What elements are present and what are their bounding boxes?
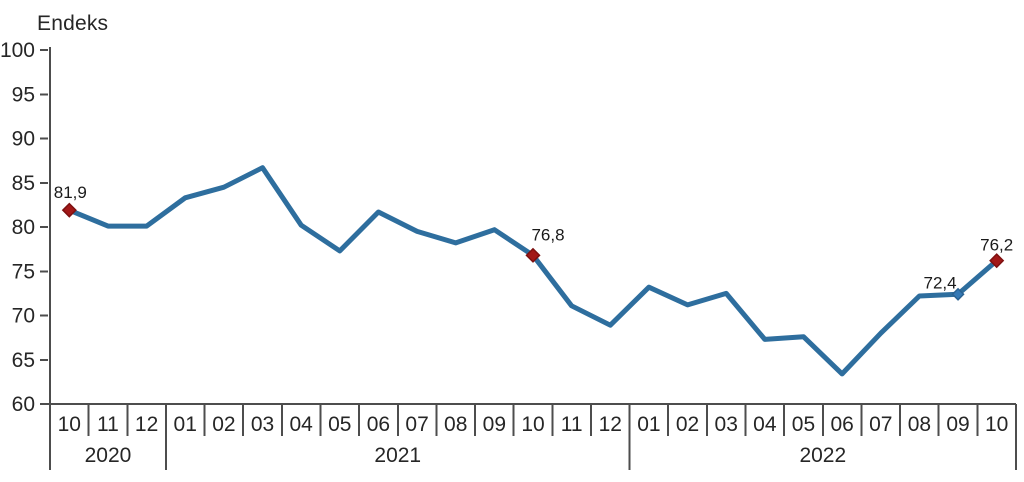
month-label: 11 bbox=[561, 413, 583, 436]
red-diamond-marker bbox=[61, 202, 77, 218]
month-label: 01 bbox=[637, 413, 660, 436]
y-tick-label: 70 bbox=[12, 305, 35, 328]
month-label: 01 bbox=[174, 413, 197, 436]
month-label: 03 bbox=[251, 413, 274, 436]
month-label: 04 bbox=[289, 413, 313, 436]
month-label: 09 bbox=[946, 413, 969, 436]
y-tick-label: 75 bbox=[12, 260, 35, 283]
data-point-label: 76,2 bbox=[980, 236, 1013, 255]
month-label: 06 bbox=[830, 413, 853, 436]
y-tick-label: 60 bbox=[12, 393, 35, 416]
month-label: 02 bbox=[676, 413, 699, 436]
month-label: 05 bbox=[328, 413, 351, 436]
month-label: 05 bbox=[792, 413, 815, 436]
month-label: 10 bbox=[985, 413, 1008, 436]
month-label: 08 bbox=[908, 413, 931, 436]
y-tick-label: 95 bbox=[12, 83, 35, 106]
y-axis-title: Endeks bbox=[37, 12, 109, 35]
year-label: 2020 bbox=[85, 444, 132, 467]
year-label: 2022 bbox=[799, 444, 846, 467]
index-line bbox=[66, 165, 1000, 377]
month-label: 11 bbox=[97, 413, 119, 436]
y-tick-label: 100 bbox=[0, 39, 35, 62]
y-tick-label: 80 bbox=[12, 216, 35, 239]
month-label: 09 bbox=[483, 413, 506, 436]
month-label: 10 bbox=[521, 413, 544, 436]
blue-diamond-marker bbox=[951, 287, 965, 301]
y-tick-label: 65 bbox=[12, 349, 35, 372]
month-label: 12 bbox=[599, 413, 622, 436]
month-label: 02 bbox=[212, 413, 235, 436]
red-diamond-marker bbox=[989, 253, 1005, 269]
month-label: 12 bbox=[135, 413, 158, 436]
month-label: 08 bbox=[444, 413, 467, 436]
month-label: 06 bbox=[367, 413, 390, 436]
y-tick-label: 90 bbox=[12, 128, 35, 151]
year-label: 2021 bbox=[374, 444, 421, 467]
month-label: 03 bbox=[715, 413, 738, 436]
data-point-label: 76,8 bbox=[531, 225, 564, 244]
month-label: 07 bbox=[405, 413, 428, 436]
month-label: 04 bbox=[753, 413, 777, 436]
y-tick-label: 85 bbox=[12, 172, 35, 195]
month-label: 07 bbox=[869, 413, 892, 436]
red-diamond-marker bbox=[525, 247, 541, 263]
data-point-label: 81,9 bbox=[54, 183, 87, 202]
month-label: 10 bbox=[58, 413, 81, 436]
data-point-label: 72,4 bbox=[923, 273, 956, 292]
